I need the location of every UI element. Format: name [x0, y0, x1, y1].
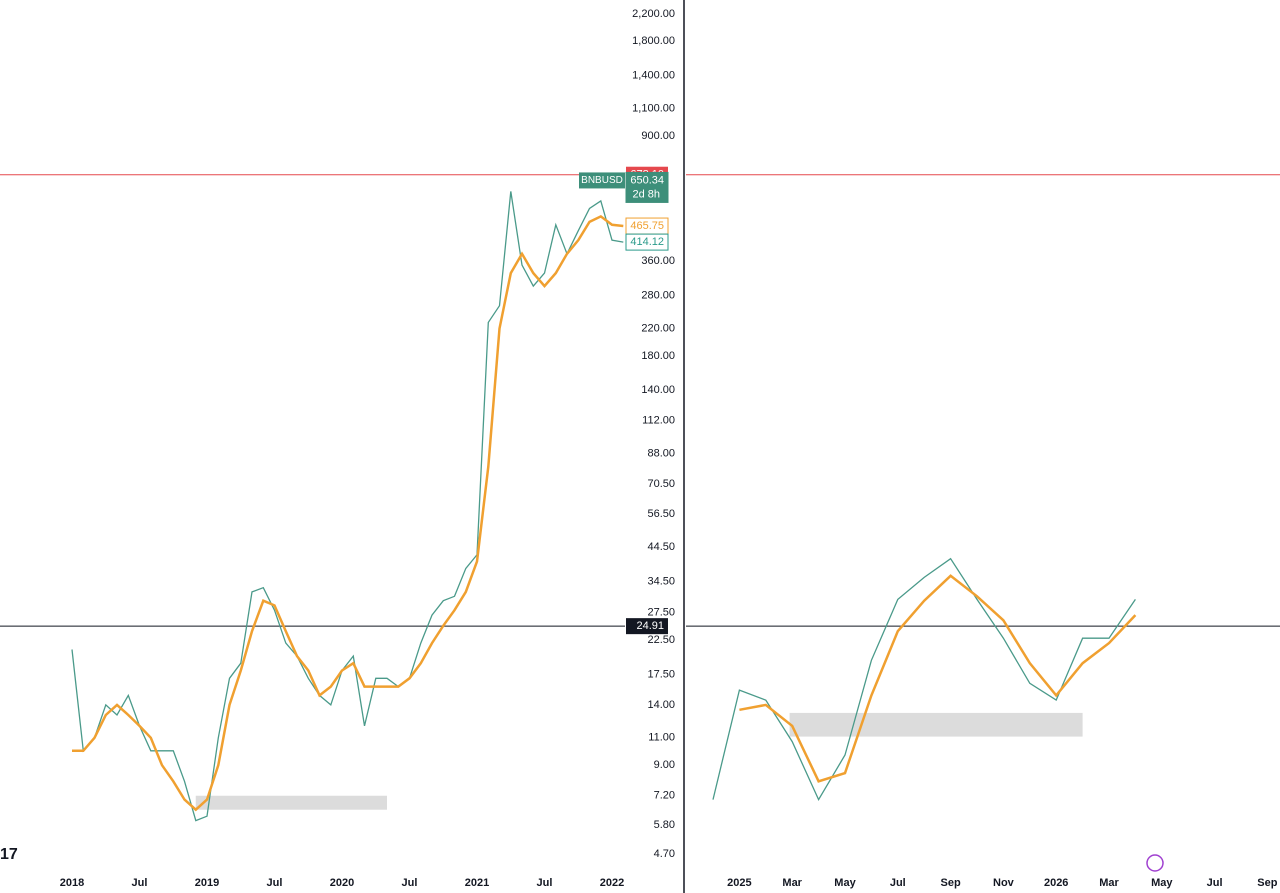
- x-tick-label: 2019: [195, 877, 219, 889]
- x-tick-label: Sep: [941, 877, 961, 889]
- x-tick-label: 2025: [727, 877, 751, 889]
- y-tick-label: 140.00: [641, 384, 675, 396]
- y-tick-label: 22.50: [647, 634, 675, 646]
- moving-average-line: [739, 574, 1137, 783]
- y-tick-label: 70.50: [647, 478, 675, 490]
- x-tick-label: May: [834, 877, 856, 889]
- level-tag: [626, 618, 668, 635]
- x-tick-label: Mar: [782, 877, 802, 889]
- symbol-tag: [579, 172, 625, 189]
- x-tick-label: Jul: [402, 877, 418, 889]
- x-tick-label: Jul: [890, 877, 906, 889]
- y-tick-label: 220.00: [641, 322, 675, 334]
- y-tick-label: 900.00: [641, 130, 675, 142]
- price-tag: [625, 171, 669, 203]
- price-tag: [625, 233, 669, 251]
- y-tick-label: 5.80: [654, 819, 675, 831]
- x-tick-label: Jul: [267, 877, 283, 889]
- price-tag-label: 650.34: [630, 174, 664, 186]
- y-tick-label: 280.00: [641, 289, 675, 301]
- y-tick-label: 4.70: [654, 848, 675, 860]
- x-tick-label: Jul: [537, 877, 553, 889]
- alert-icon[interactable]: [1146, 854, 1164, 872]
- x-tick-label: Nov: [993, 877, 1015, 889]
- x-tick-label: 2026: [1044, 877, 1068, 889]
- y-tick-label: 11.00: [648, 732, 675, 744]
- x-tick-label: Jul: [1207, 877, 1223, 889]
- y-tick-label: 88.00: [647, 448, 675, 460]
- x-tick-label: 2020: [330, 877, 354, 889]
- logo: 17: [0, 846, 18, 863]
- x-tick-label: 2021: [465, 877, 489, 889]
- countdown: 2d 8h: [632, 188, 660, 200]
- y-tick-label: 9.00: [654, 759, 675, 771]
- y-tick-label: 34.50: [647, 576, 675, 588]
- x-tick-label: Jul: [132, 877, 148, 889]
- price-line: [712, 557, 1136, 802]
- y-tick-label: 112.00: [642, 415, 675, 427]
- zone: [195, 795, 387, 810]
- moving-average-line: [72, 214, 624, 812]
- y-tick-label: 14.00: [647, 699, 675, 711]
- price-tag-label: 465.75: [630, 220, 664, 232]
- y-tick-label: 56.50: [647, 508, 675, 520]
- y-tick-label: 1,100.00: [632, 103, 675, 115]
- x-tick-label: 2022: [600, 877, 624, 889]
- x-tick-label: Mar: [1099, 877, 1119, 889]
- y-tick-label: 180.00: [641, 350, 675, 362]
- x-tick-label: 2018: [60, 877, 84, 889]
- x-tick-label: May: [1151, 877, 1173, 889]
- price-tag-label: 414.12: [630, 236, 664, 248]
- price-line: [71, 191, 624, 822]
- y-tick-label: 1,400.00: [632, 70, 675, 82]
- symbol-label: BNBUSD: [581, 175, 623, 186]
- y-tick-label: 2,200.00: [632, 8, 675, 20]
- zone: [789, 712, 1083, 737]
- y-tick-label: 17.50: [647, 668, 675, 680]
- level-tag-label: 24.91: [636, 620, 664, 632]
- y-tick-label: 1,800.00: [632, 35, 675, 47]
- y-tick-label: 44.50: [647, 541, 675, 553]
- x-tick-label: Sep: [1257, 877, 1277, 889]
- y-tick-label: 360.00: [641, 255, 675, 267]
- y-tick-label: 7.20: [654, 790, 675, 802]
- y-tick-label: 27.50: [647, 607, 675, 619]
